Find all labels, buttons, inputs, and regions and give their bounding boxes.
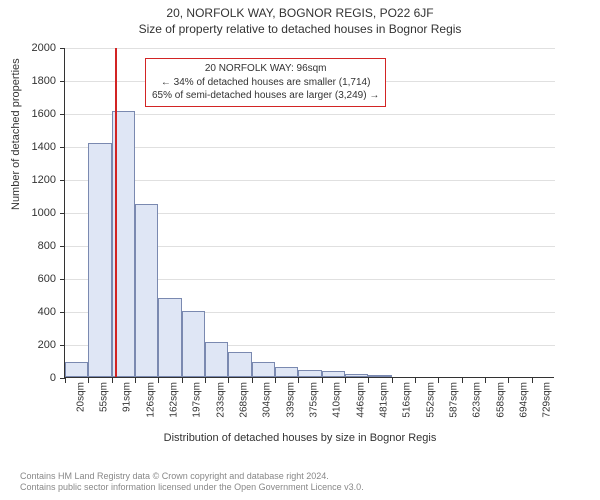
title-subtitle: Size of property relative to detached ho… bbox=[0, 22, 600, 36]
xtick-mark bbox=[322, 378, 323, 383]
xtick-label: 552sqm bbox=[425, 382, 436, 418]
xtick-mark bbox=[135, 378, 136, 383]
bar bbox=[298, 370, 321, 377]
ytick-label: 1600 bbox=[16, 108, 56, 120]
ytick-mark bbox=[60, 48, 65, 49]
xtick-label: 162sqm bbox=[169, 382, 180, 418]
bar bbox=[135, 204, 158, 377]
xtick-mark bbox=[205, 378, 206, 383]
xtick-mark bbox=[88, 378, 89, 383]
xtick-label: 587sqm bbox=[449, 382, 460, 418]
gridline bbox=[65, 147, 555, 148]
ytick-label: 600 bbox=[16, 273, 56, 285]
bar bbox=[275, 367, 298, 377]
ytick-label: 800 bbox=[16, 240, 56, 252]
xtick-label: 375sqm bbox=[309, 382, 320, 418]
xtick-mark bbox=[252, 378, 253, 383]
xtick-mark bbox=[158, 378, 159, 383]
xtick-label: 55sqm bbox=[99, 382, 110, 412]
annotation-box: 20 NORFOLK WAY: 96sqm ← 34% of detached … bbox=[145, 58, 386, 107]
xtick-mark bbox=[65, 378, 66, 383]
bar bbox=[88, 143, 111, 377]
bar bbox=[182, 311, 205, 377]
xtick-label: 410sqm bbox=[332, 382, 343, 418]
xtick-label: 126sqm bbox=[145, 382, 156, 418]
annotation-line: 65% of semi-detached houses are larger (… bbox=[152, 89, 379, 103]
ytick-label: 1800 bbox=[16, 75, 56, 87]
footer-line: Contains HM Land Registry data © Crown c… bbox=[20, 471, 588, 483]
ytick-label: 2000 bbox=[16, 42, 56, 54]
gridline bbox=[65, 48, 555, 49]
bar bbox=[158, 298, 181, 377]
title-address: 20, NORFOLK WAY, BOGNOR REGIS, PO22 6JF bbox=[0, 6, 600, 20]
xtick-mark bbox=[415, 378, 416, 383]
bar bbox=[345, 374, 368, 377]
bar bbox=[252, 362, 275, 377]
bar bbox=[368, 375, 391, 377]
xtick-label: 516sqm bbox=[402, 382, 413, 418]
ytick-label: 0 bbox=[16, 372, 56, 384]
xtick-mark bbox=[462, 378, 463, 383]
ytick-label: 1200 bbox=[16, 174, 56, 186]
ytick-mark bbox=[60, 279, 65, 280]
ytick-label: 400 bbox=[16, 306, 56, 318]
xtick-label: 304sqm bbox=[262, 382, 273, 418]
xtick-label: 658sqm bbox=[495, 382, 506, 418]
xtick-mark bbox=[228, 378, 229, 383]
x-axis-title: Distribution of detached houses by size … bbox=[0, 432, 600, 444]
xtick-label: 20sqm bbox=[75, 382, 86, 412]
xtick-mark bbox=[508, 378, 509, 383]
bar bbox=[65, 362, 88, 377]
xtick-label: 481sqm bbox=[379, 382, 390, 418]
xtick-mark bbox=[275, 378, 276, 383]
ytick-mark bbox=[60, 147, 65, 148]
xtick-label: 339sqm bbox=[285, 382, 296, 418]
ytick-mark bbox=[60, 81, 65, 82]
xtick-label: 729sqm bbox=[542, 382, 553, 418]
ytick-label: 200 bbox=[16, 339, 56, 351]
xtick-mark bbox=[392, 378, 393, 383]
xtick-label: 91sqm bbox=[122, 382, 133, 412]
ytick-mark bbox=[60, 180, 65, 181]
xtick-mark bbox=[438, 378, 439, 383]
ytick-label: 1000 bbox=[16, 207, 56, 219]
xtick-mark bbox=[485, 378, 486, 383]
xtick-mark bbox=[298, 378, 299, 383]
xtick-label: 268sqm bbox=[239, 382, 250, 418]
plot-area: 020040060080010001200140016001800200020s… bbox=[64, 48, 554, 378]
annotation-line: 20 NORFOLK WAY: 96sqm bbox=[152, 62, 379, 76]
annotation-line: ← 34% of detached houses are smaller (1,… bbox=[152, 76, 379, 90]
xtick-mark bbox=[112, 378, 113, 383]
footer-line: Contains public sector information licen… bbox=[20, 482, 588, 494]
reference-line bbox=[115, 48, 117, 377]
page-root: 20, NORFOLK WAY, BOGNOR REGIS, PO22 6JF … bbox=[0, 0, 600, 500]
xtick-mark bbox=[368, 378, 369, 383]
ytick-mark bbox=[60, 114, 65, 115]
title-block: 20, NORFOLK WAY, BOGNOR REGIS, PO22 6JF … bbox=[0, 0, 600, 36]
footer: Contains HM Land Registry data © Crown c… bbox=[20, 471, 588, 494]
ytick-mark bbox=[60, 213, 65, 214]
gridline bbox=[65, 180, 555, 181]
ytick-mark bbox=[60, 246, 65, 247]
xtick-mark bbox=[345, 378, 346, 383]
xtick-label: 197sqm bbox=[192, 382, 203, 418]
chart-area: 020040060080010001200140016001800200020s… bbox=[64, 48, 574, 418]
xtick-mark bbox=[182, 378, 183, 383]
xtick-mark bbox=[532, 378, 533, 383]
ytick-label: 1400 bbox=[16, 141, 56, 153]
xtick-label: 233sqm bbox=[215, 382, 226, 418]
bar bbox=[322, 371, 345, 377]
xtick-label: 623sqm bbox=[472, 382, 483, 418]
xtick-label: 446sqm bbox=[355, 382, 366, 418]
ytick-mark bbox=[60, 345, 65, 346]
bar bbox=[205, 342, 228, 377]
gridline bbox=[65, 114, 555, 115]
ytick-mark bbox=[60, 312, 65, 313]
bar bbox=[228, 352, 251, 377]
xtick-label: 694sqm bbox=[519, 382, 530, 418]
